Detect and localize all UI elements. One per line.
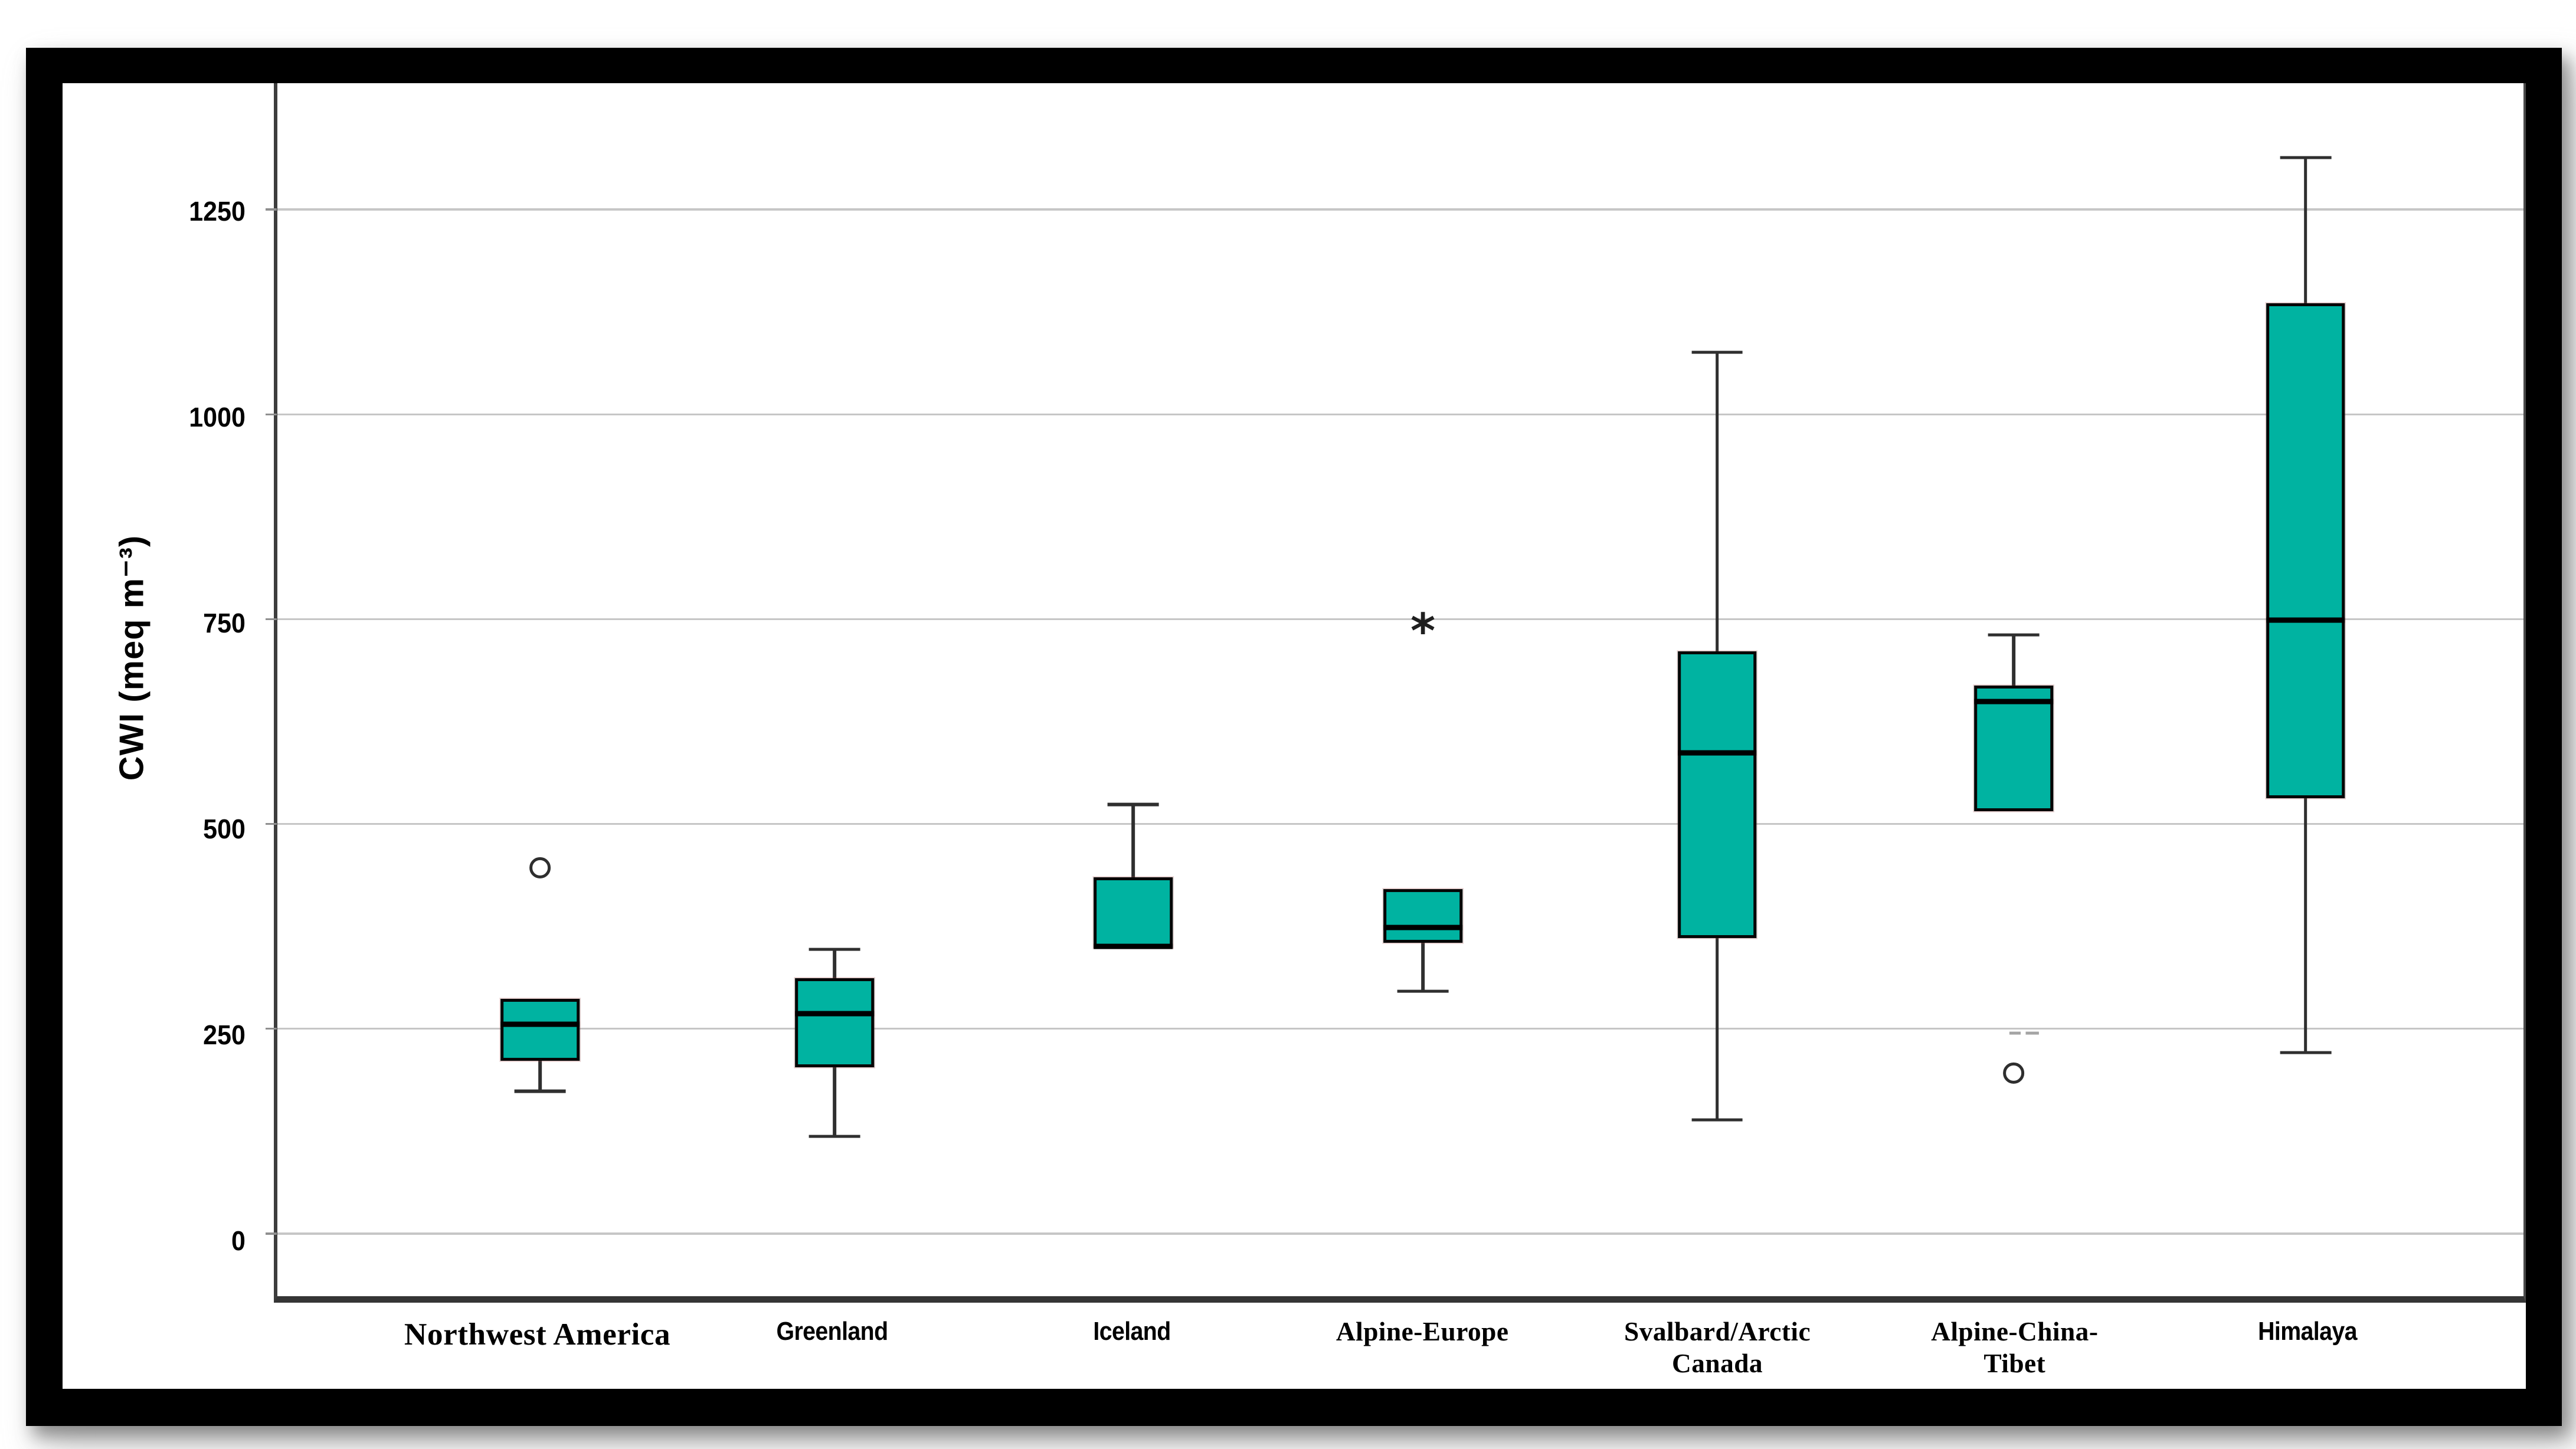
y-tick-label: 750 (203, 608, 246, 639)
box-slot-greenland (767, 83, 902, 1296)
iqr-box-alpine-china-tibet (1974, 686, 2053, 811)
median-line (795, 1011, 874, 1017)
lower-whisker-line (538, 1061, 542, 1091)
median-line (2266, 617, 2345, 623)
y-axis-tick-0 (266, 1232, 277, 1235)
upper-whisker-line (1131, 804, 1135, 878)
lower-whisker-cap (1691, 1118, 1743, 1122)
gridline-750 (277, 618, 2523, 621)
y-axis-tick-750 (266, 618, 277, 621)
chart-frame: CWI (meq m⁻³) 0 250 500 750 1000 1250 * North… (25, 48, 2562, 1426)
median-line (500, 1021, 580, 1027)
median-line (1974, 699, 2053, 704)
lower-whisker-line (833, 1067, 836, 1136)
upper-whisker-cap (2280, 156, 2332, 159)
y-axis-tick-500 (266, 822, 277, 825)
box-slot-svalbard-arctic-canada (1649, 83, 1784, 1296)
lower-whisker-line (1715, 937, 1719, 1120)
y-tick-label: 1000 (189, 402, 246, 433)
iqr-box-himalaya (2266, 303, 2345, 798)
lower-whisker-line (2303, 798, 2307, 1053)
iqr-box-northwest-america (500, 998, 580, 1061)
upper-whisker-cap (809, 948, 860, 951)
upper-whisker-line (2012, 635, 2015, 686)
y-tick-label: 500 (203, 813, 246, 844)
iqr-box-iceland (1094, 877, 1173, 948)
faint-dash-artifact (2009, 1031, 2040, 1035)
x-category-label: Himalaya (2257, 1316, 2357, 1346)
upper-whisker-cap (1988, 633, 2040, 637)
upper-whisker-cap (1691, 350, 1743, 354)
outlier-circle-marker (529, 857, 551, 878)
y-axis-tick-250 (266, 1027, 277, 1030)
lower-whisker-cap (809, 1135, 860, 1138)
box-slot-northwest-america (473, 83, 607, 1296)
x-category-label: Northwest America (404, 1316, 671, 1352)
x-axis: Northwest America Greenland Iceland Alpine-… (274, 1303, 2526, 1389)
y-axis-tick-1000 (266, 413, 277, 416)
box-slot-alpine-china-tibet (1946, 83, 2081, 1296)
upper-whisker-cap (1107, 803, 1159, 807)
gridline-1000 (277, 413, 2523, 416)
x-category-label: Alpine-China- Tibet (1931, 1316, 2099, 1378)
iqr-box-alpine-europe (1383, 889, 1462, 943)
y-tick-label: 0 (231, 1225, 246, 1256)
gridline-1250 (277, 208, 2523, 211)
median-line (1094, 943, 1173, 949)
gridline-250 (277, 1027, 2523, 1030)
lower-whisker-line (1421, 943, 1425, 992)
lower-whisker-cap (2280, 1051, 2332, 1054)
median-line (1677, 750, 1757, 756)
median-line (1383, 925, 1462, 930)
iqr-box-greenland (795, 978, 874, 1068)
chart-canvas: CWI (meq m⁻³) 0 250 500 750 1000 1250 * North… (62, 83, 2526, 1389)
iqr-box-svalbard-arctic-canada (1677, 651, 1757, 938)
box-slot-alpine-europe: * (1356, 83, 1490, 1296)
x-category-label: Svalbard/Arctic Canada (1624, 1316, 1811, 1378)
box-slot-himalaya (2238, 83, 2373, 1296)
upper-whisker-line (2303, 157, 2307, 304)
outlier-circle-marker (2003, 1063, 2024, 1084)
y-tick-label: 1250 (189, 196, 246, 227)
x-category-label: Iceland (1093, 1316, 1171, 1346)
gridline-500 (277, 822, 2523, 825)
x-category-label: Greenland (776, 1316, 889, 1346)
box-slot-iceland (1066, 83, 1200, 1296)
gridline-0 (277, 1232, 2523, 1235)
upper-whisker-line (1715, 352, 1719, 652)
lower-whisker-cap (1397, 989, 1449, 993)
x-category-label: Alpine-Europe (1336, 1316, 1509, 1346)
y-axis: 0 250 500 750 1000 1250 (63, 83, 260, 1303)
lower-whisker-cap (514, 1089, 566, 1093)
upper-whisker-line (833, 949, 836, 978)
y-axis-tick-1250 (266, 208, 277, 211)
plot-area: * (266, 83, 2526, 1303)
outlier-star-marker: * (1410, 604, 1436, 660)
y-tick-label: 250 (203, 1019, 246, 1050)
